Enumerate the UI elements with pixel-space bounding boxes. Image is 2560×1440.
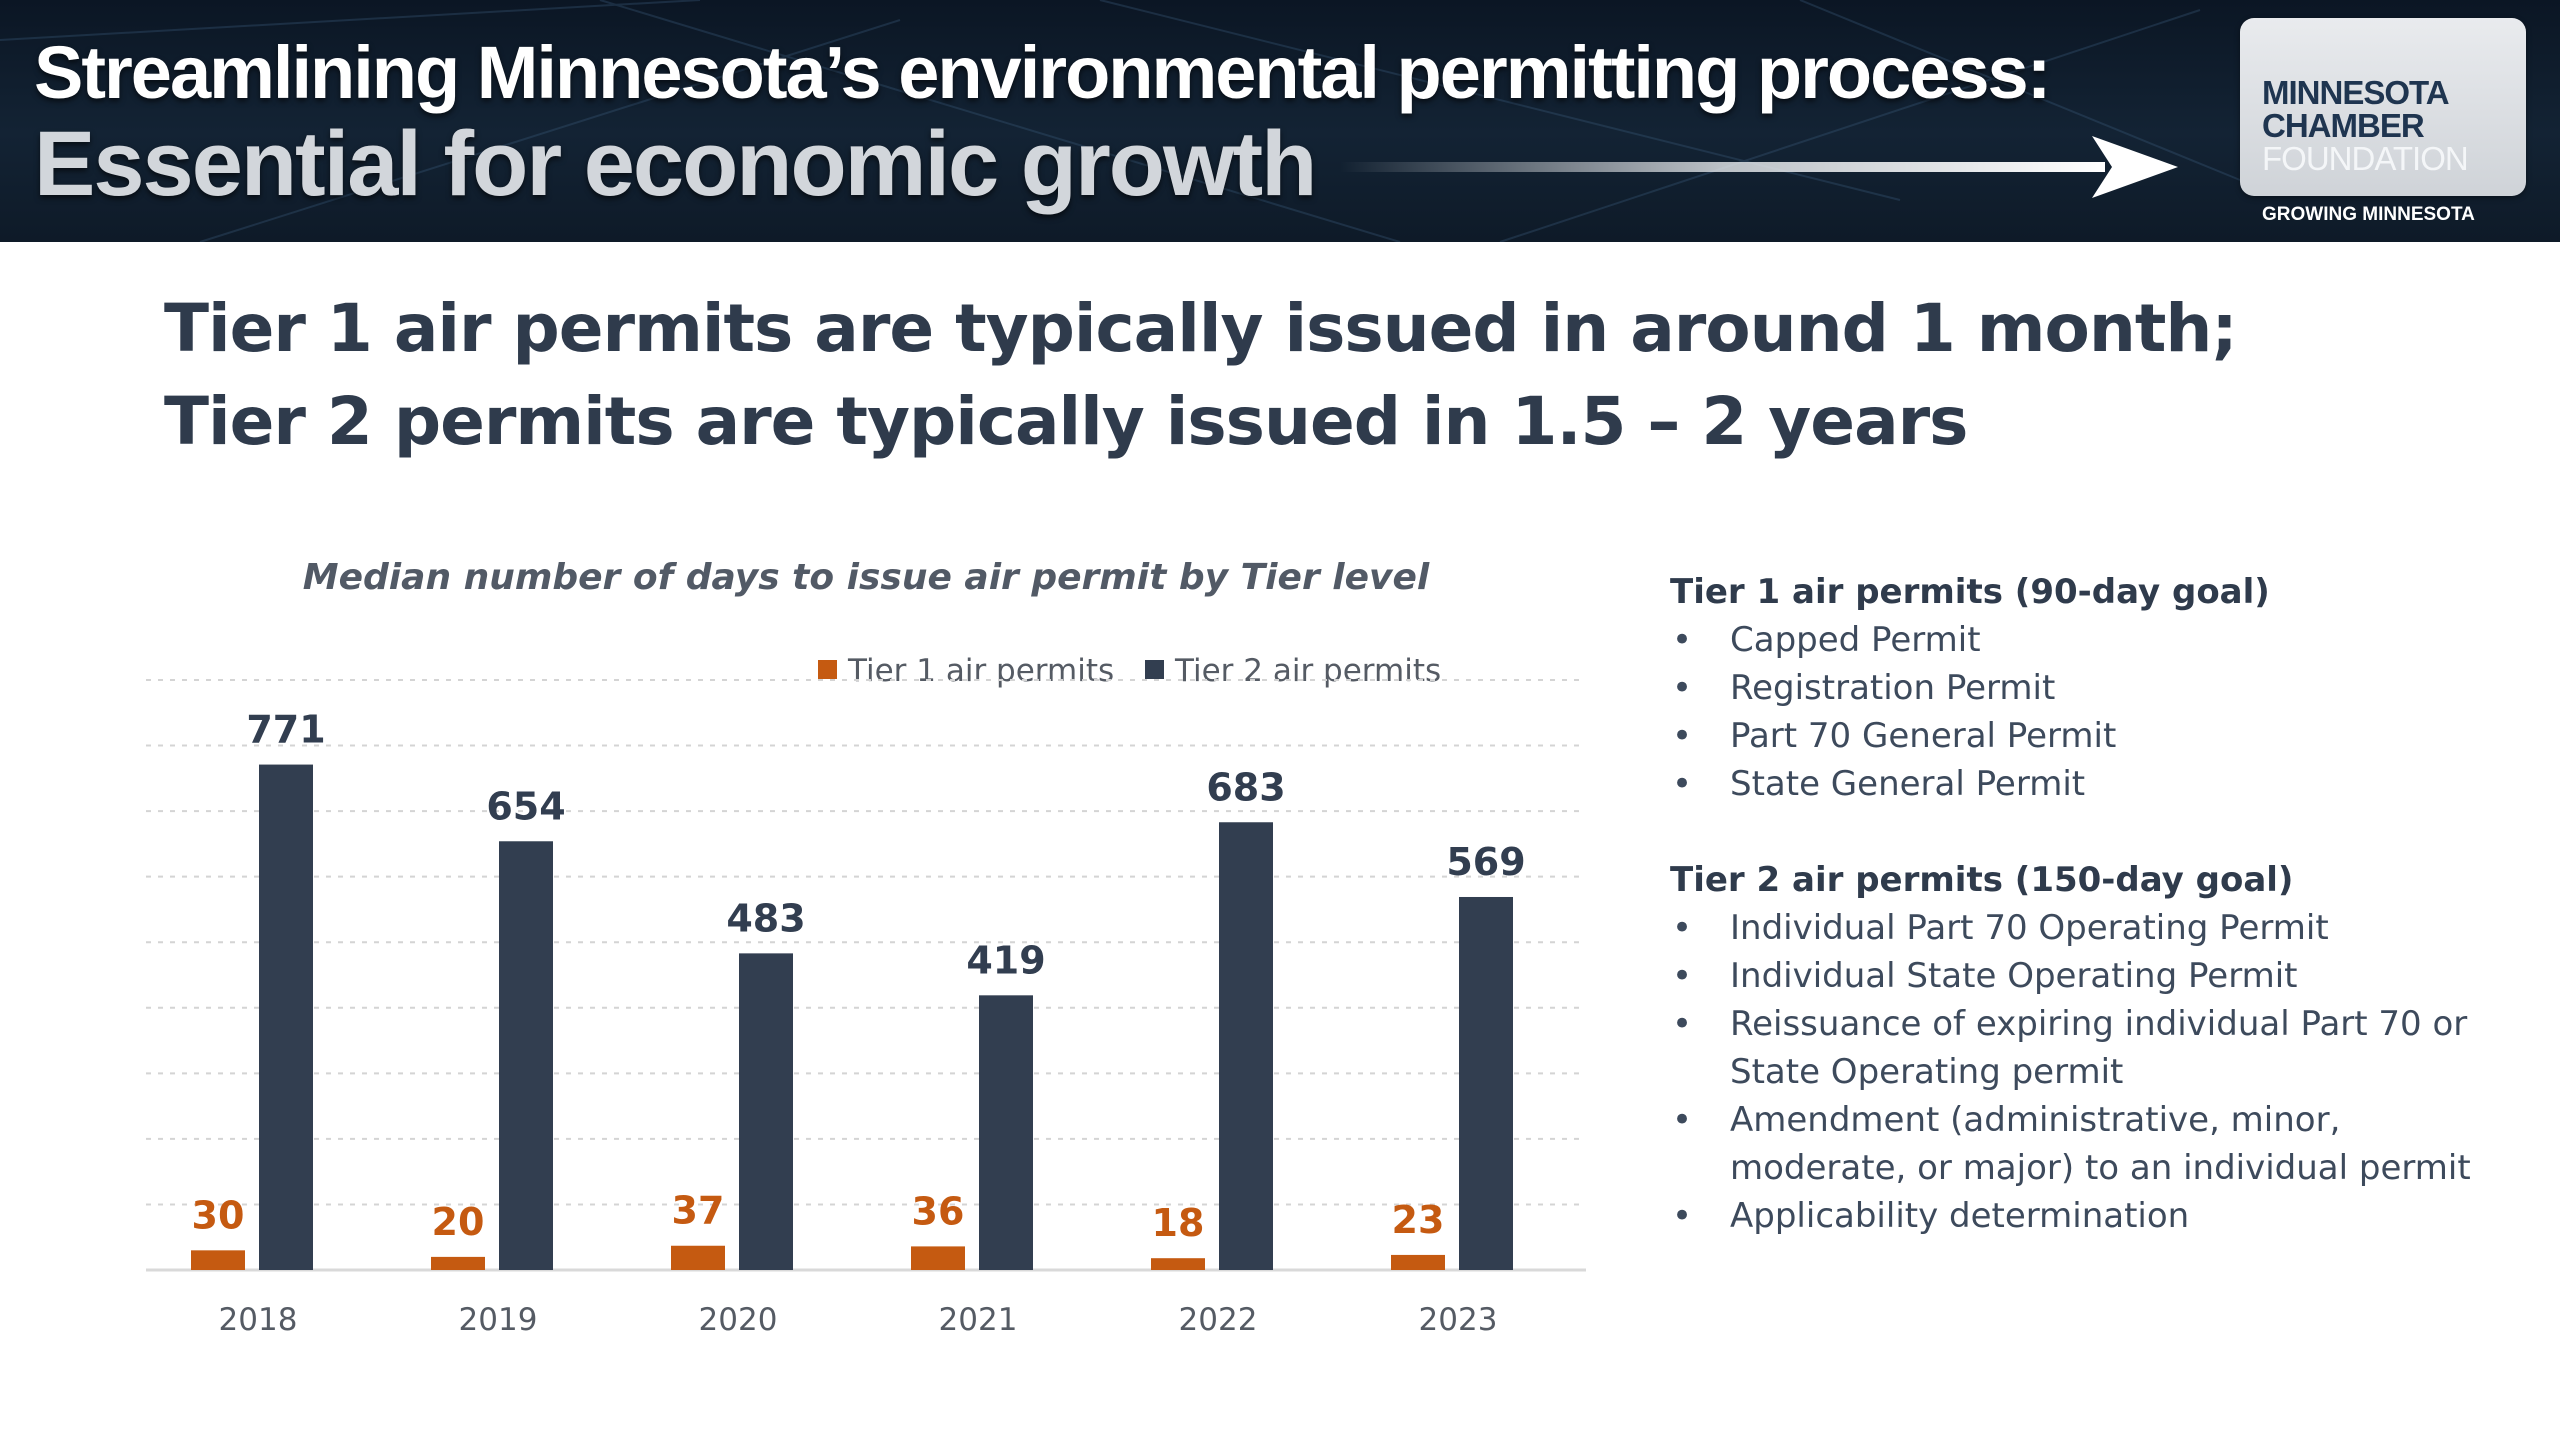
tier1-item: • Capped Permit: [1670, 616, 2550, 664]
bullet-icon: •: [1672, 956, 1693, 996]
tier1-permit-list: • Capped Permit • Registration Permit • Part …: [1670, 616, 2550, 808]
banner-arrow-icon: [1340, 136, 2178, 198]
tier1-item: • Part 70 General Permit: [1670, 712, 2550, 760]
bullet-icon: •: [1672, 764, 1693, 804]
tier2-item-text: Applicability determination: [1730, 1196, 2190, 1236]
bullet-icon: •: [1672, 620, 1693, 660]
data-label-tier2-2021: 419: [966, 938, 1045, 982]
data-label-tier2-2018: 771: [246, 708, 325, 752]
slide-headline-line-2: Tier 2 permits are typically issued in 1…: [164, 383, 1968, 460]
bar-tier2-2020: [739, 953, 793, 1270]
permit-types-panel: Tier 1 air permits (90-day goal) • Capped…: [1670, 568, 2550, 1240]
data-label-tier2-2020: 483: [726, 896, 805, 940]
tier2-item: • Applicability determination: [1670, 1192, 2550, 1240]
bar-tier1-2023: [1391, 1254, 1445, 1270]
x-tick-label-2021: 2021: [939, 1302, 1018, 1338]
tier1-heading: Tier 1 air permits (90-day goal): [1670, 572, 2270, 612]
bar-tier1-2021: [911, 1246, 965, 1270]
tier2-heading: Tier 2 air permits (150-day goal): [1670, 860, 2294, 900]
data-label-tier2-2019: 654: [486, 784, 565, 828]
x-tick-label-2020: 2020: [699, 1302, 778, 1338]
chamber-foundation-logo: MINNESOTA CHAMBER FOUNDATION: [2240, 18, 2526, 196]
x-tick-label-2022: 2022: [1179, 1302, 1258, 1338]
bullet-icon: •: [1672, 1100, 1693, 1140]
tier2-item-text: Individual State Operating Permit: [1730, 956, 2298, 996]
bar-tier1-2019: [431, 1256, 485, 1270]
legend-label-tier2: Tier 2 air permits: [1174, 653, 1441, 689]
tier2-item: State Operating permit: [1670, 1048, 2550, 1096]
legend-swatch-tier2: [1145, 660, 1164, 679]
tier2-item-text: moderate, or major) to an individual per…: [1730, 1148, 2471, 1188]
tier2-item-text: Individual Part 70 Operating Permit: [1730, 908, 2329, 948]
data-label-tier2-2023: 569: [1446, 840, 1525, 884]
tier2-permit-list: • Individual Part 70 Operating Permit • Ind…: [1670, 904, 2550, 1240]
tier1-item-text: Part 70 General Permit: [1730, 716, 2117, 756]
banner-title-line-2: Essential for economic growth: [34, 113, 1317, 215]
chart-gridlines: [146, 679, 1586, 1206]
chart-x-tick-labels: 2018 2019 2020 2021 2022 2023: [219, 1302, 1498, 1338]
tier2-item-text: Amendment (administrative, minor,: [1730, 1100, 2341, 1140]
data-label-tier1-2022: 18: [1152, 1201, 1205, 1245]
tier1-item: • State General Permit: [1670, 760, 2550, 808]
tier2-item-text: State Operating permit: [1730, 1052, 2124, 1092]
banner-title-line-1: Streamlining Minnesota’s environmental p…: [34, 31, 2051, 114]
chart-bars: 30 771 20 654 37 483 36 419 18 683 23 569: [191, 708, 1526, 1270]
bar-tier2-2018: [259, 764, 313, 1270]
legend-swatch-tier1: [818, 660, 837, 679]
x-tick-label-2019: 2019: [459, 1302, 538, 1338]
data-label-tier1-2018: 30: [192, 1193, 245, 1237]
x-tick-label-2018: 2018: [219, 1302, 298, 1338]
bullet-icon: •: [1672, 908, 1693, 948]
banner-network-graphic: [0, 0, 2241, 242]
tier2-item: moderate, or major) to an individual per…: [1670, 1144, 2550, 1192]
bullet-icon: •: [1672, 1004, 1693, 1044]
bar-tier1-2018: [191, 1250, 245, 1270]
tier1-item-text: State General Permit: [1730, 764, 2086, 804]
tier2-item: • Individual State Operating Permit: [1670, 952, 2550, 1000]
bar-tier2-2023: [1459, 896, 1513, 1270]
tier2-item: • Reissuance of expiring individual Part …: [1670, 1000, 2550, 1048]
bullet-icon: •: [1672, 716, 1693, 756]
tier2-item: • Individual Part 70 Operating Permit: [1670, 904, 2550, 952]
logo-text-chamber: CHAMBER: [2262, 107, 2425, 144]
x-tick-label-2023: 2023: [1419, 1302, 1498, 1338]
tier1-item-text: Capped Permit: [1730, 620, 1981, 660]
bullet-icon: •: [1672, 1196, 1693, 1236]
data-label-tier1-2020: 37: [672, 1189, 725, 1233]
tier2-item-text: Reissuance of expiring individual Part 7…: [1730, 1004, 2468, 1044]
legend-label-tier1: Tier 1 air permits: [847, 653, 1114, 689]
data-label-tier1-2023: 23: [1392, 1198, 1445, 1242]
bar-tier2-2022: [1219, 822, 1273, 1270]
data-label-tier2-2022: 683: [1206, 765, 1285, 809]
permit-days-bar-chart: Median number of days to issue air permi…: [146, 557, 1586, 1338]
bar-tier1-2020: [671, 1245, 725, 1270]
tier1-item-text: Registration Permit: [1730, 668, 2056, 708]
logo-text-foundation: FOUNDATION: [2262, 140, 2469, 177]
chart-legend: Tier 1 air permits Tier 2 air permits: [818, 653, 1441, 689]
slide-headline-line-1: Tier 1 air permits are typically issued …: [164, 290, 2238, 367]
bar-tier1-2022: [1151, 1258, 1205, 1270]
tier1-item: • Registration Permit: [1670, 664, 2550, 712]
logo-text-minnesota: MINNESOTA: [2262, 74, 2450, 111]
logo-tagline: GROWING MINNESOTA: [2262, 204, 2475, 225]
chart-title: Median number of days to issue air permi…: [303, 557, 1430, 598]
tier2-item: • Amendment (administrative, minor,: [1670, 1096, 2550, 1144]
bar-tier2-2021: [979, 995, 1033, 1270]
bullet-icon: •: [1672, 668, 1693, 708]
bar-tier2-2019: [499, 841, 553, 1270]
data-label-tier1-2021: 36: [912, 1189, 965, 1233]
header-banner: Streamlining Minnesota’s environmental p…: [0, 0, 2560, 242]
data-label-tier1-2019: 20: [432, 1200, 485, 1244]
